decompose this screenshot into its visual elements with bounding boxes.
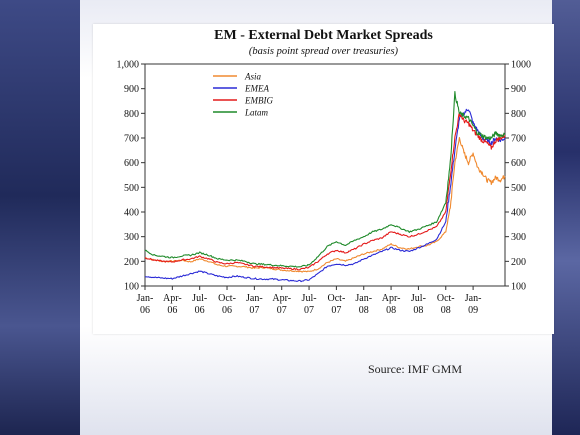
x-tick-label: Jan- bbox=[246, 293, 263, 304]
y-tick-label-right: 900 bbox=[511, 84, 526, 95]
y-tick-label-right: 100 bbox=[511, 282, 526, 293]
y-tick-label-right: 800 bbox=[511, 109, 526, 120]
x-tick-label: Apr- bbox=[382, 293, 401, 304]
x-tick-label: 08 bbox=[413, 305, 423, 316]
y-tick-label-left: 900 bbox=[124, 84, 139, 95]
x-tick-label: 07 bbox=[249, 305, 259, 316]
legend-label-asia: Asia bbox=[244, 72, 262, 82]
x-tick-label: 07 bbox=[277, 305, 287, 316]
x-tick-label: 06 bbox=[222, 305, 232, 316]
chart-panel: EM - External Debt Market Spreads (basis… bbox=[93, 24, 554, 334]
x-tick-label: Apr- bbox=[163, 293, 182, 304]
series-line-latam bbox=[144, 90, 506, 268]
x-tick-label: Jul- bbox=[302, 293, 317, 304]
legend-label-emea: EMEA bbox=[244, 84, 269, 94]
y-tick-label-right: 200 bbox=[511, 257, 526, 268]
y-tick-label-left: 1,000 bbox=[117, 60, 140, 71]
series-line-emea bbox=[145, 108, 506, 283]
series-line-asia bbox=[144, 136, 506, 273]
y-tick-label-left: 600 bbox=[124, 158, 139, 169]
x-tick-label: Oct- bbox=[218, 293, 236, 304]
x-tick-label: 07 bbox=[304, 305, 314, 316]
slide-background-right bbox=[552, 0, 580, 435]
x-tick-label: 08 bbox=[386, 305, 396, 316]
y-tick-label-left: 200 bbox=[124, 257, 139, 268]
x-tick-label: Apr- bbox=[272, 293, 291, 304]
x-tick-label: 08 bbox=[359, 305, 369, 316]
x-tick-label: 06 bbox=[195, 305, 205, 316]
y-tick-label-right: 400 bbox=[511, 208, 526, 219]
x-tick-label: Jan- bbox=[465, 293, 482, 304]
x-tick-label: Jan- bbox=[137, 293, 154, 304]
y-tick-label-left: 300 bbox=[124, 232, 139, 243]
x-tick-label: 06 bbox=[140, 305, 150, 316]
y-tick-label-left: 700 bbox=[124, 134, 139, 145]
y-tick-label-left: 100 bbox=[124, 282, 139, 293]
y-tick-label-left: 800 bbox=[124, 109, 139, 120]
y-tick-label-right: 600 bbox=[511, 158, 526, 169]
source-note: Source: IMF GMM bbox=[368, 362, 463, 376]
legend-label-latam: Latam bbox=[244, 108, 269, 118]
x-tick-label: 09 bbox=[468, 305, 478, 316]
x-tick-label: Jan- bbox=[355, 293, 372, 304]
y-tick-label-right: 1000 bbox=[511, 60, 531, 71]
x-tick-label: Jul- bbox=[411, 293, 426, 304]
series-line-embig bbox=[144, 112, 506, 271]
y-tick-label-right: 500 bbox=[511, 183, 526, 194]
y-tick-label-left: 500 bbox=[124, 183, 139, 194]
y-tick-label-right: 700 bbox=[511, 134, 526, 145]
x-tick-label: 07 bbox=[331, 305, 341, 316]
x-tick-label: 08 bbox=[441, 305, 451, 316]
x-tick-label: Oct- bbox=[328, 293, 346, 304]
slide-background-left bbox=[0, 0, 80, 435]
x-tick-label: Jul- bbox=[192, 293, 207, 304]
legend-label-embig: EMBIG bbox=[244, 96, 273, 106]
chart-subtitle: (basis point spread over treasuries) bbox=[248, 46, 399, 57]
chart-title: EM - External Debt Market Spreads bbox=[214, 28, 433, 43]
line-chart: 100 100 200 200 300 300 400 400 500 500 600 600 700 7… bbox=[117, 60, 532, 317]
x-tick-label: Oct- bbox=[437, 293, 455, 304]
y-tick-label-right: 300 bbox=[511, 232, 526, 243]
y-tick-label-left: 400 bbox=[124, 208, 139, 219]
x-tick-label: 06 bbox=[167, 305, 177, 316]
